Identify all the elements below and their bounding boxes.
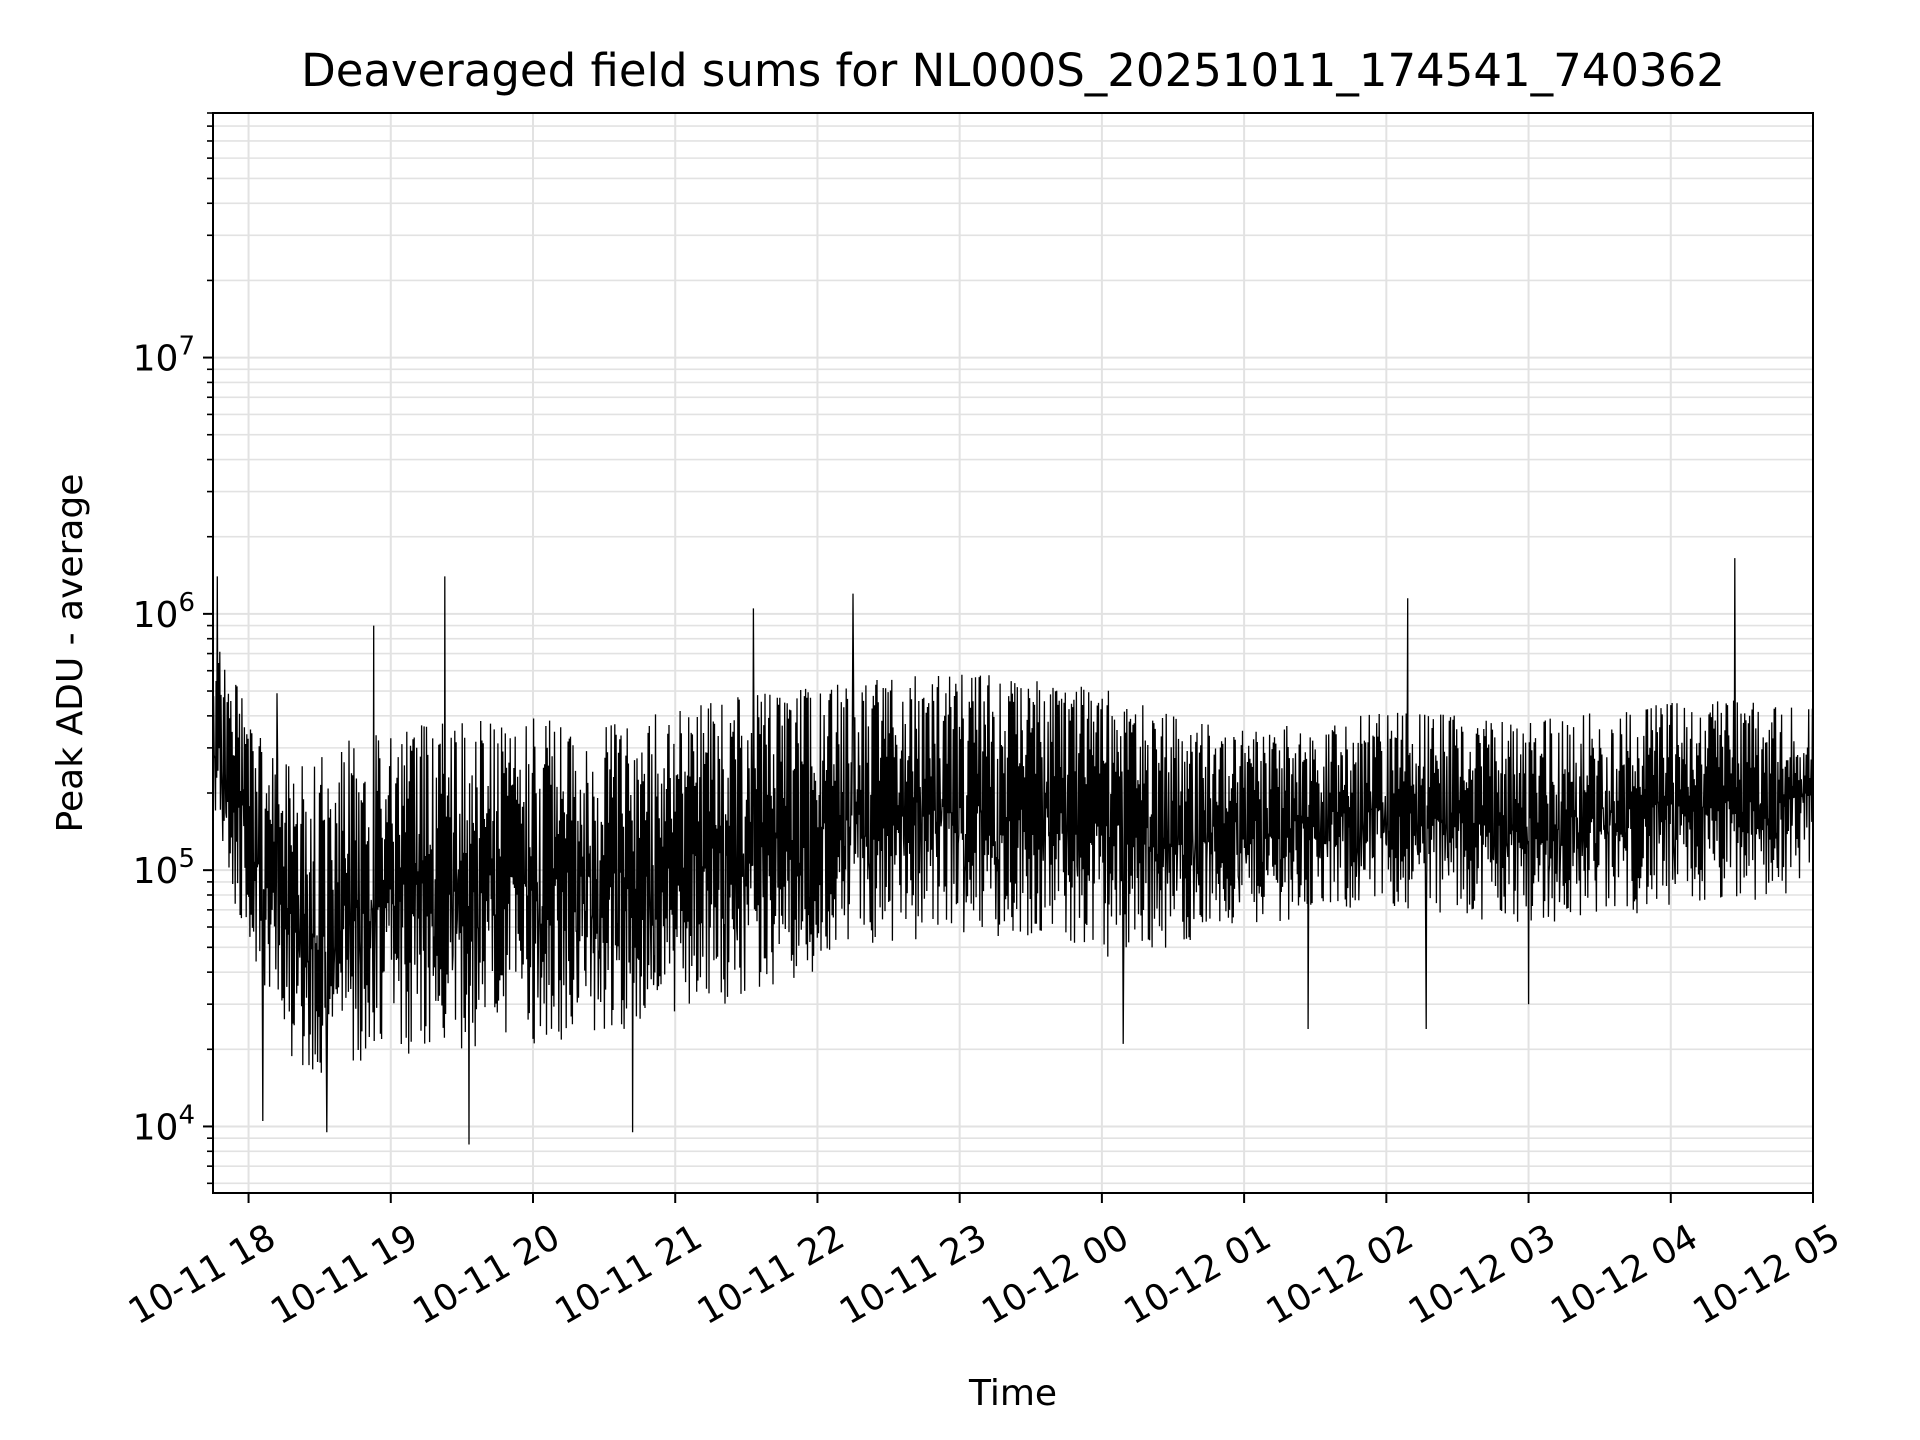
series-group: [212, 558, 1814, 1145]
x-axis-label: Time: [968, 1373, 1057, 1414]
y-tick-label: 107: [133, 332, 195, 380]
chart-title: Deaveraged field sums for NL000S_2025101…: [301, 44, 1725, 97]
y-tick-label: 105: [133, 844, 195, 892]
y-tick-label: 104: [133, 1100, 195, 1148]
y-axis-label: Peak ADU - average: [50, 474, 91, 833]
series-line: [212, 558, 1814, 1145]
y-axis: 104 105 106 107: [133, 112, 213, 1185]
y-tick-label: 106: [133, 588, 195, 636]
